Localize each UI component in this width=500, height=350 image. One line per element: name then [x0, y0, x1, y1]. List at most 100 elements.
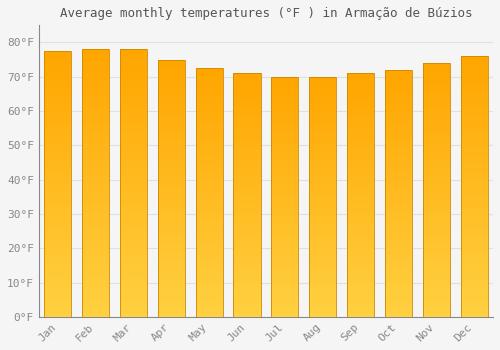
- Bar: [309, 101, 336, 104]
- Bar: [120, 284, 147, 287]
- Bar: [309, 290, 336, 293]
- Bar: [196, 189, 223, 193]
- Bar: [385, 89, 412, 91]
- Bar: [271, 164, 298, 167]
- Bar: [44, 88, 72, 91]
- Bar: [82, 73, 109, 76]
- Bar: [82, 113, 109, 116]
- Bar: [158, 137, 185, 140]
- Bar: [196, 133, 223, 136]
- Bar: [82, 49, 109, 52]
- Bar: [158, 217, 185, 220]
- Bar: [309, 227, 336, 230]
- Bar: [158, 214, 185, 217]
- Bar: [460, 147, 488, 150]
- Bar: [234, 110, 260, 113]
- Bar: [44, 280, 72, 284]
- Bar: [309, 128, 336, 131]
- Bar: [271, 257, 298, 260]
- Bar: [271, 140, 298, 143]
- Bar: [82, 166, 109, 170]
- Bar: [196, 149, 223, 152]
- Bar: [460, 121, 488, 125]
- Bar: [422, 203, 450, 206]
- Bar: [234, 192, 260, 195]
- Bar: [44, 111, 72, 114]
- Bar: [347, 89, 374, 92]
- Bar: [385, 283, 412, 286]
- Bar: [385, 308, 412, 311]
- Bar: [120, 110, 147, 113]
- Bar: [385, 280, 412, 283]
- Bar: [460, 170, 488, 174]
- Bar: [196, 183, 223, 186]
- Bar: [196, 273, 223, 276]
- Bar: [120, 213, 147, 217]
- Bar: [120, 163, 147, 166]
- Bar: [422, 177, 450, 180]
- Bar: [422, 218, 450, 222]
- Bar: [196, 68, 223, 71]
- Bar: [309, 218, 336, 221]
- Bar: [120, 52, 147, 56]
- Bar: [385, 70, 412, 317]
- Bar: [460, 219, 488, 222]
- Bar: [82, 176, 109, 180]
- Bar: [44, 267, 72, 270]
- Bar: [82, 314, 109, 317]
- Bar: [82, 79, 109, 83]
- Bar: [347, 104, 374, 107]
- Bar: [309, 251, 336, 254]
- Bar: [82, 180, 109, 183]
- Bar: [460, 209, 488, 212]
- Bar: [422, 146, 450, 149]
- Bar: [120, 173, 147, 176]
- Bar: [120, 263, 147, 267]
- Bar: [196, 124, 223, 127]
- Bar: [158, 230, 185, 233]
- Bar: [44, 244, 72, 247]
- Bar: [120, 59, 147, 63]
- Bar: [158, 143, 185, 146]
- Bar: [82, 277, 109, 280]
- Bar: [385, 206, 412, 209]
- Bar: [120, 257, 147, 260]
- Bar: [234, 280, 260, 283]
- Bar: [82, 307, 109, 310]
- Bar: [460, 89, 488, 92]
- Bar: [82, 260, 109, 263]
- Bar: [82, 52, 109, 56]
- Bar: [460, 278, 488, 281]
- Bar: [309, 254, 336, 257]
- Bar: [196, 158, 223, 161]
- Bar: [82, 136, 109, 140]
- Bar: [196, 168, 223, 171]
- Bar: [385, 224, 412, 227]
- Bar: [234, 293, 260, 295]
- Bar: [271, 173, 298, 176]
- Bar: [158, 256, 185, 259]
- Bar: [422, 228, 450, 231]
- Bar: [234, 98, 260, 101]
- Bar: [347, 308, 374, 311]
- Bar: [158, 153, 185, 156]
- Bar: [120, 314, 147, 317]
- Bar: [158, 188, 185, 191]
- Bar: [271, 86, 298, 89]
- Bar: [120, 73, 147, 76]
- Bar: [460, 128, 488, 131]
- Bar: [196, 77, 223, 80]
- Bar: [234, 177, 260, 180]
- Bar: [422, 272, 450, 275]
- Bar: [347, 76, 374, 79]
- Bar: [385, 184, 412, 187]
- Bar: [460, 252, 488, 255]
- Bar: [234, 180, 260, 183]
- Bar: [460, 281, 488, 284]
- Bar: [309, 233, 336, 236]
- Bar: [158, 272, 185, 275]
- Bar: [385, 85, 412, 89]
- Bar: [271, 251, 298, 254]
- Bar: [271, 278, 298, 281]
- Bar: [44, 174, 72, 177]
